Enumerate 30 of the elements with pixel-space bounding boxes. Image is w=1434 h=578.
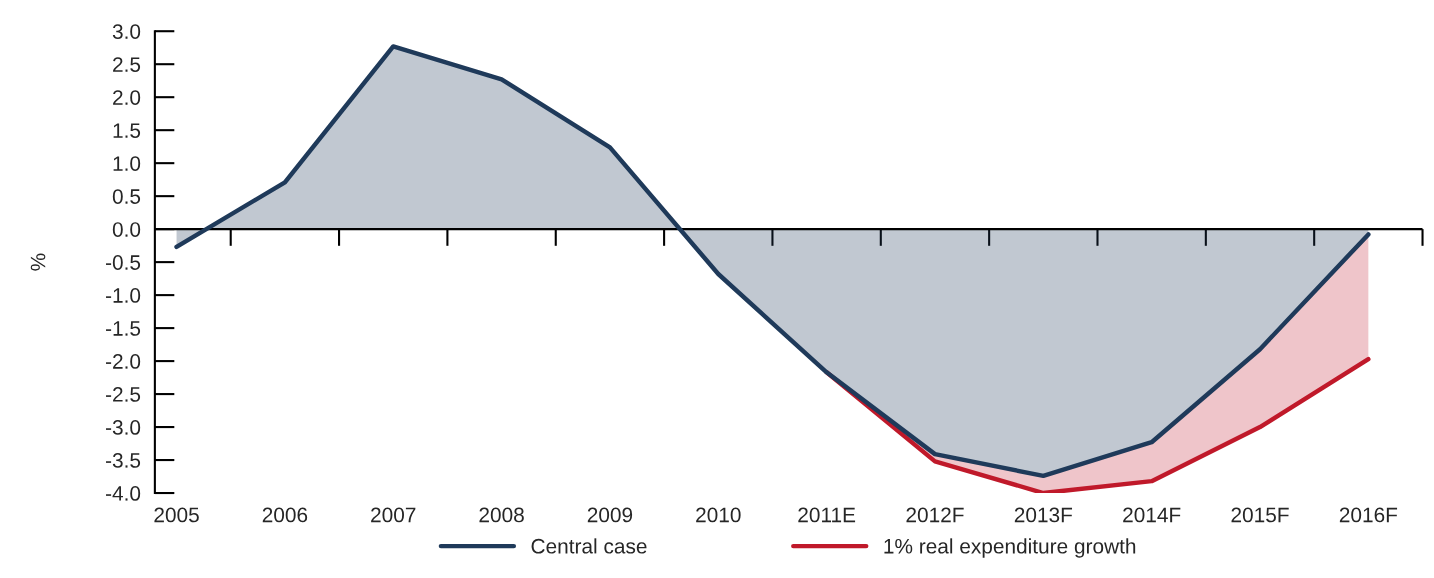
y-tick-label: -2.0 (106, 354, 141, 369)
y-tick-label: 2.5 (113, 57, 141, 72)
y-tick-label: -0.5 (106, 255, 141, 270)
x-tick-label: 2009 (587, 507, 633, 523)
x-tick-label: 2011E (798, 507, 856, 523)
y-tick-label: -1.5 (106, 321, 141, 336)
x-tick-label: 2013F (1014, 507, 1073, 523)
x-tick-label: 2008 (479, 507, 524, 523)
y-tick-label: 1.5 (113, 123, 141, 138)
x-tick-label: 2015F (1231, 507, 1289, 523)
x-tick-label: 2005 (154, 507, 199, 523)
y-tick-label: -1.0 (106, 288, 141, 303)
x-tick-label: 2010 (696, 507, 741, 523)
y-axis-title: % (30, 253, 46, 271)
y-tick-label: -4.0 (106, 486, 141, 501)
x-tick-label: 2016F (1339, 507, 1398, 523)
y-tick-label: -3.5 (106, 453, 141, 468)
x-tick-label: 2007 (371, 507, 416, 523)
y-tick-label: -3.0 (106, 420, 141, 435)
legend-label: Central case (531, 538, 647, 554)
y-tick-label: 3.0 (112, 24, 141, 39)
x-tick-label: 2014F (1123, 507, 1181, 523)
legend-label: 1% real expenditure growth (884, 538, 1136, 558)
x-tick-label: 2012F (906, 507, 964, 523)
y-tick-label: 1.0 (113, 156, 141, 171)
x-tick-label: 2006 (262, 507, 308, 523)
y-tick-label: 0.0 (112, 222, 141, 237)
y-tick-label: -2.5 (106, 387, 141, 402)
y-tick-label: 0.5 (112, 189, 141, 204)
y-tick-label: 2.0 (113, 90, 141, 105)
